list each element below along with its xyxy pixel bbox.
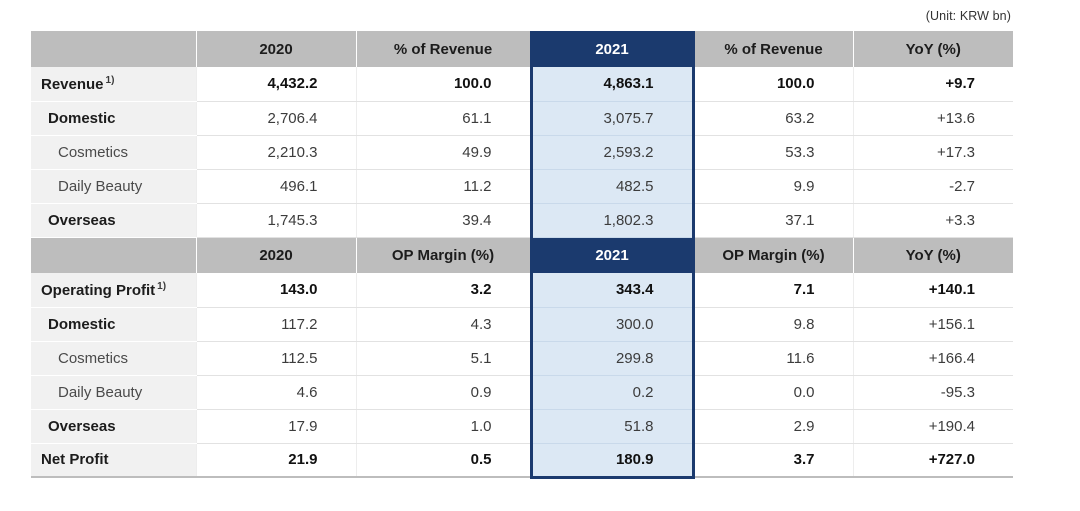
row-label: Domestic — [31, 307, 196, 342]
row-label: Daily Beauty — [31, 375, 196, 410]
margin-2020: 1.0 — [355, 409, 531, 444]
value-2020: 117.2 — [195, 307, 356, 342]
value-2021: 299.8 — [529, 341, 695, 376]
row-label: Cosmetics — [31, 135, 196, 170]
value-2021: 4,863.1 — [529, 67, 695, 102]
margin-2021: 7.1 — [692, 273, 853, 308]
yoy-value: -95.3 — [852, 375, 1013, 410]
share-2020: 39.4 — [355, 203, 531, 238]
header-2021: 2021 — [529, 31, 695, 67]
value-2021: 482.5 — [529, 169, 695, 204]
table-row-domestic-revenue: Domestic 2,706.4 61.1 3,075.7 63.2 +13.6 — [31, 101, 1013, 136]
footnote-marker: 1) — [105, 74, 115, 86]
yoy-value: +17.3 — [852, 135, 1013, 170]
yoy-value: +3.3 — [852, 203, 1013, 238]
share-2021: 9.9 — [692, 169, 853, 204]
row-label: Overseas — [31, 409, 196, 444]
yoy-value: +9.7 — [852, 67, 1013, 102]
unit-label: (Unit: KRW bn) — [925, 9, 1011, 23]
value-2021: 180.9 — [529, 443, 695, 479]
row-label: Overseas — [31, 203, 196, 238]
table-row-domestic-profit: Domestic 117.2 4.3 300.0 9.8 +156.1 — [31, 307, 1013, 342]
yoy-value: +13.6 — [852, 101, 1013, 136]
value-2021: 2,593.2 — [529, 135, 695, 170]
earnings-table-panel: (Unit: KRW bn) 2020 % of Revenue 2021 % … — [31, 9, 1013, 479]
value-2020: 112.5 — [195, 341, 356, 376]
header-2021: 2021 — [529, 237, 695, 273]
table-row-operating-profit: Operating Profit 1) 143.0 3.2 343.4 7.1 +… — [31, 273, 1013, 308]
value-2020: 4,432.2 — [195, 67, 356, 102]
header-blank-cell — [31, 237, 196, 273]
share-2020: 49.9 — [355, 135, 531, 170]
margin-2021: 0.0 — [692, 375, 853, 410]
header-yoy: YoY (%) — [852, 237, 1013, 273]
header-op-margin-2021: OP Margin (%) — [692, 237, 853, 273]
header-2020: 2020 — [195, 237, 356, 273]
value-2020: 1,745.3 — [195, 203, 356, 238]
margin-2020: 0.5 — [355, 443, 531, 478]
value-2020: 2,706.4 — [195, 101, 356, 136]
row-label: Daily Beauty — [31, 169, 196, 204]
yoy-value: +190.4 — [852, 409, 1013, 444]
share-2021: 100.0 — [692, 67, 853, 102]
table-row-cosmetics-revenue: Cosmetics 2,210.3 49.9 2,593.2 53.3 +17.… — [31, 135, 1013, 170]
share-2021: 37.1 — [692, 203, 853, 238]
margin-2021: 11.6 — [692, 341, 853, 376]
value-2020: 496.1 — [195, 169, 356, 204]
yoy-value: -2.7 — [852, 169, 1013, 204]
yoy-value: +156.1 — [852, 307, 1013, 342]
margin-2021: 2.9 — [692, 409, 853, 444]
value-2021: 3,075.7 — [529, 101, 695, 136]
margin-2021: 9.8 — [692, 307, 853, 342]
row-label: Net Profit — [31, 443, 196, 478]
row-label: Operating Profit 1) — [31, 273, 196, 308]
table-row-daily-beauty-profit: Daily Beauty 4.6 0.9 0.2 0.0 -95.3 — [31, 375, 1013, 410]
share-2020: 100.0 — [355, 67, 531, 102]
value-2021: 300.0 — [529, 307, 695, 342]
value-2020: 17.9 — [195, 409, 356, 444]
value-2020: 2,210.3 — [195, 135, 356, 170]
value-2021: 343.4 — [529, 273, 695, 308]
row-label: Revenue 1) — [31, 67, 196, 102]
share-2021: 63.2 — [692, 101, 853, 136]
share-2021: 53.3 — [692, 135, 853, 170]
footnote-marker: 1) — [157, 280, 167, 292]
margin-2020: 3.2 — [355, 273, 531, 308]
value-2021: 1,802.3 — [529, 203, 695, 238]
share-2020: 11.2 — [355, 169, 531, 204]
table-row-overseas-revenue: Overseas 1,745.3 39.4 1,802.3 37.1 +3.3 — [31, 203, 1013, 238]
row-label: Cosmetics — [31, 341, 196, 376]
table-row-revenue: Revenue 1) 4,432.2 100.0 4,863.1 100.0 +9… — [31, 67, 1013, 102]
table-row-overseas-profit: Overseas 17.9 1.0 51.8 2.9 +190.4 — [31, 409, 1013, 444]
row-label: Domestic — [31, 101, 196, 136]
table-row-cosmetics-profit: Cosmetics 112.5 5.1 299.8 11.6 +166.4 — [31, 341, 1013, 376]
value-2020: 143.0 — [195, 273, 356, 308]
header-share-of-revenue-2020: % of Revenue — [355, 31, 531, 67]
yoy-value: +140.1 — [852, 273, 1013, 308]
value-2021: 51.8 — [529, 409, 695, 444]
header-yoy: YoY (%) — [852, 31, 1013, 67]
row-label-text: Revenue — [41, 75, 104, 93]
value-2020: 4.6 — [195, 375, 356, 410]
header-share-of-revenue-2021: % of Revenue — [692, 31, 853, 67]
yoy-value: +166.4 — [852, 341, 1013, 376]
profit-header-row: 2020 OP Margin (%) 2021 OP Margin (%) Yo… — [31, 237, 1013, 273]
margin-2020: 4.3 — [355, 307, 531, 342]
financial-results-table: 2020 % of Revenue 2021 % of Revenue YoY … — [31, 31, 1013, 479]
value-2021: 0.2 — [529, 375, 695, 410]
table-row-daily-beauty-revenue: Daily Beauty 496.1 11.2 482.5 9.9 -2.7 — [31, 169, 1013, 204]
margin-2020: 0.9 — [355, 375, 531, 410]
revenue-header-row: 2020 % of Revenue 2021 % of Revenue YoY … — [31, 31, 1013, 67]
share-2020: 61.1 — [355, 101, 531, 136]
value-2020: 21.9 — [195, 443, 356, 478]
yoy-value: +727.0 — [852, 443, 1013, 478]
margin-2020: 5.1 — [355, 341, 531, 376]
header-blank-cell — [31, 31, 196, 67]
row-label-text: Operating Profit — [41, 281, 156, 299]
margin-2021: 3.7 — [692, 443, 853, 478]
header-op-margin-2020: OP Margin (%) — [355, 237, 531, 273]
header-2020: 2020 — [195, 31, 356, 67]
table-row-net-profit: Net Profit 21.9 0.5 180.9 3.7 +727.0 — [31, 443, 1013, 479]
